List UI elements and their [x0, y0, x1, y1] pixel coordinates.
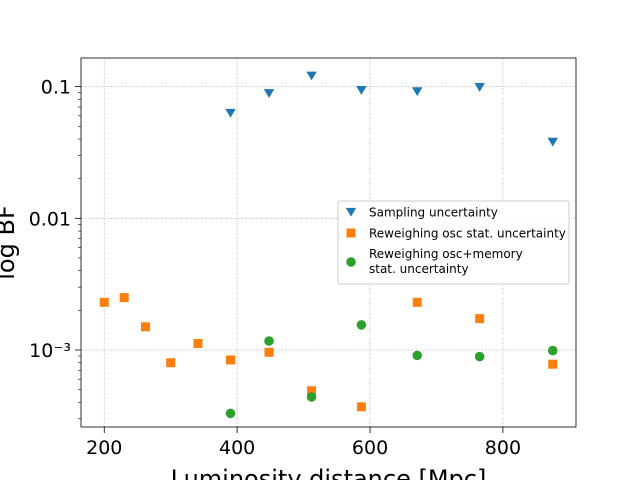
axis-ticks: 200 400 600 800 10⁻³ 0.01 0.1 [29, 77, 521, 459]
data-points [99, 71, 558, 419]
legend-label: Reweighing osc stat. uncertainty [369, 227, 566, 241]
data-point [548, 359, 558, 369]
legend-marker [346, 257, 356, 267]
y-tick-label: 0.01 [29, 208, 71, 230]
data-point [225, 108, 236, 118]
y-axis-label: log BF [0, 205, 20, 279]
x-tick-label: 800 [485, 437, 521, 459]
data-point [356, 86, 367, 95]
legend-entry: Reweighing osc stat. uncertainty [346, 227, 566, 241]
data-point [475, 314, 485, 324]
y-tick-label: 10⁻³ [29, 340, 71, 362]
data-point [307, 386, 317, 396]
x-axis-label: Luminosity distance [Mpc] [171, 465, 487, 480]
data-point [264, 336, 274, 346]
x-tick-label: 400 [219, 437, 255, 459]
legend-marker [346, 228, 356, 238]
legend-box [337, 200, 570, 285]
series-1 [99, 293, 558, 412]
data-point [166, 358, 176, 368]
data-point [547, 345, 558, 356]
data-point [140, 322, 150, 332]
legend-label: stat. uncertainty [369, 262, 469, 276]
y-tick-label: 0.1 [41, 77, 71, 99]
data-point [306, 392, 317, 402]
data-point [412, 87, 423, 97]
data-point [547, 137, 558, 147]
data-point [474, 83, 485, 92]
x-tick-label: 200 [86, 437, 122, 459]
data-point [356, 402, 366, 412]
data-point [412, 350, 423, 361]
x-tick-label: 600 [352, 437, 388, 459]
data-point [356, 320, 367, 330]
series-2 [225, 320, 558, 419]
data-point [193, 338, 203, 348]
data-point [225, 355, 235, 365]
legend-label: Reweighing osc+memory [369, 247, 523, 261]
data-point [263, 89, 275, 98]
data-point [474, 351, 485, 362]
data-point [306, 71, 317, 81]
legend-label: Sampling uncertainty [369, 206, 498, 220]
data-point [99, 297, 109, 307]
data-point [119, 293, 129, 303]
plot-frame [80, 57, 577, 428]
legend-entry: Sampling uncertainty [345, 206, 498, 220]
legend-marker [345, 207, 357, 217]
series-0 [225, 71, 558, 147]
data-point [225, 408, 236, 419]
data-point [264, 347, 274, 357]
data-point [412, 297, 422, 307]
legend: Sampling uncertainty Reweighing osc stat.… [337, 200, 570, 285]
